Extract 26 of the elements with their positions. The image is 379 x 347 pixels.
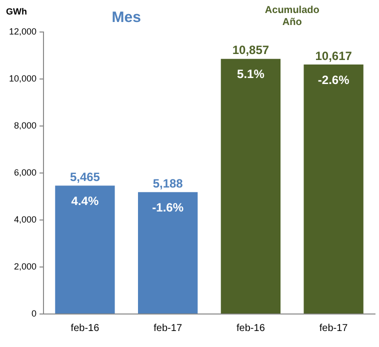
- y-tick-label: 0: [32, 308, 37, 318]
- y-tick-label: 12,000: [8, 26, 37, 36]
- y-tick-label: 8,000: [14, 120, 37, 130]
- x-tick-label: feb-16: [70, 322, 100, 334]
- y-tick-label: 2,000: [14, 261, 37, 272]
- x-tick-label: feb-17: [154, 322, 182, 334]
- y-axis-title: GWh: [6, 6, 27, 16]
- text: Acumulado Año: [264, 4, 320, 28]
- x-tick-label: feb-16: [236, 322, 266, 334]
- y-tick-label: 6,000: [14, 167, 37, 178]
- bar: [304, 64, 364, 314]
- annotation: -2.6%: [318, 72, 350, 87]
- data-label: 10,617: [315, 48, 352, 63]
- annotation: -1.6%: [152, 200, 184, 214]
- bar: [220, 58, 281, 314]
- x-tick-label: feb-17: [319, 322, 348, 334]
- y-tick-label: 4,000: [14, 214, 37, 224]
- data-label: 5,188: [152, 176, 184, 190]
- data-label: 10,857: [232, 43, 270, 58]
- bar: [138, 192, 198, 314]
- data-label: 5,465: [70, 170, 100, 184]
- text: Mes: [112, 9, 141, 26]
- y-tick-label: 10,000: [8, 73, 37, 84]
- annotation: 4.4%: [71, 194, 99, 208]
- bar: [55, 186, 115, 314]
- annotation: 5.1%: [237, 67, 265, 82]
